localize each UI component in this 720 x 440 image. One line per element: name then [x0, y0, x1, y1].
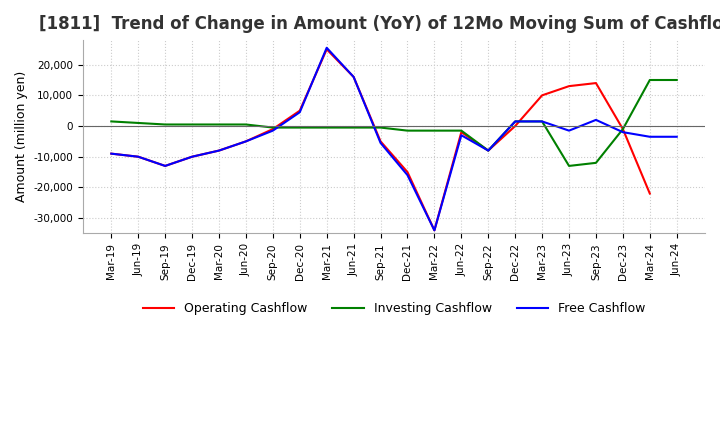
Free Cashflow: [349, 74, 358, 80]
Investing Cashflow: [269, 125, 277, 130]
Operating Cashflow: [269, 126, 277, 132]
Investing Cashflow: [538, 119, 546, 124]
Free Cashflow: [188, 154, 197, 159]
Investing Cashflow: [511, 119, 520, 124]
Operating Cashflow: [511, 123, 520, 128]
Line: Free Cashflow: Free Cashflow: [112, 48, 677, 231]
Investing Cashflow: [672, 77, 681, 83]
Free Cashflow: [618, 129, 627, 135]
Operating Cashflow: [134, 154, 143, 159]
Investing Cashflow: [295, 125, 304, 130]
Investing Cashflow: [161, 122, 169, 127]
Operating Cashflow: [618, 126, 627, 132]
Operating Cashflow: [107, 151, 116, 156]
Operating Cashflow: [377, 139, 385, 144]
Operating Cashflow: [457, 129, 466, 135]
Investing Cashflow: [107, 119, 116, 124]
Investing Cashflow: [377, 125, 385, 130]
Free Cashflow: [430, 228, 438, 233]
Free Cashflow: [538, 119, 546, 124]
Title: [1811]  Trend of Change in Amount (YoY) of 12Mo Moving Sum of Cashflows: [1811] Trend of Change in Amount (YoY) o…: [39, 15, 720, 33]
Investing Cashflow: [242, 122, 251, 127]
Free Cashflow: [107, 151, 116, 156]
Investing Cashflow: [403, 128, 412, 133]
Free Cashflow: [564, 128, 573, 133]
Free Cashflow: [242, 139, 251, 144]
Investing Cashflow: [323, 125, 331, 130]
Y-axis label: Amount (million yen): Amount (million yen): [15, 71, 28, 202]
Investing Cashflow: [484, 148, 492, 153]
Free Cashflow: [323, 45, 331, 51]
Operating Cashflow: [242, 139, 251, 144]
Investing Cashflow: [215, 122, 223, 127]
Operating Cashflow: [215, 148, 223, 153]
Free Cashflow: [134, 154, 143, 159]
Legend: Operating Cashflow, Investing Cashflow, Free Cashflow: Operating Cashflow, Investing Cashflow, …: [138, 297, 650, 320]
Operating Cashflow: [646, 191, 654, 196]
Operating Cashflow: [564, 84, 573, 89]
Investing Cashflow: [646, 77, 654, 83]
Operating Cashflow: [484, 148, 492, 153]
Line: Investing Cashflow: Investing Cashflow: [112, 80, 677, 166]
Operating Cashflow: [538, 93, 546, 98]
Free Cashflow: [215, 148, 223, 153]
Investing Cashflow: [349, 125, 358, 130]
Operating Cashflow: [161, 163, 169, 169]
Free Cashflow: [592, 117, 600, 122]
Operating Cashflow: [349, 74, 358, 80]
Free Cashflow: [295, 110, 304, 115]
Investing Cashflow: [134, 120, 143, 125]
Operating Cashflow: [403, 169, 412, 175]
Investing Cashflow: [430, 128, 438, 133]
Free Cashflow: [161, 163, 169, 169]
Operating Cashflow: [592, 81, 600, 86]
Operating Cashflow: [323, 47, 331, 52]
Free Cashflow: [403, 172, 412, 178]
Investing Cashflow: [188, 122, 197, 127]
Free Cashflow: [457, 132, 466, 138]
Operating Cashflow: [430, 228, 438, 233]
Investing Cashflow: [592, 160, 600, 165]
Free Cashflow: [646, 134, 654, 139]
Investing Cashflow: [457, 128, 466, 133]
Free Cashflow: [377, 140, 385, 146]
Free Cashflow: [672, 134, 681, 139]
Free Cashflow: [484, 148, 492, 153]
Free Cashflow: [511, 119, 520, 124]
Line: Operating Cashflow: Operating Cashflow: [112, 49, 650, 231]
Operating Cashflow: [188, 154, 197, 159]
Operating Cashflow: [295, 108, 304, 114]
Investing Cashflow: [618, 126, 627, 132]
Investing Cashflow: [564, 163, 573, 169]
Free Cashflow: [269, 128, 277, 133]
